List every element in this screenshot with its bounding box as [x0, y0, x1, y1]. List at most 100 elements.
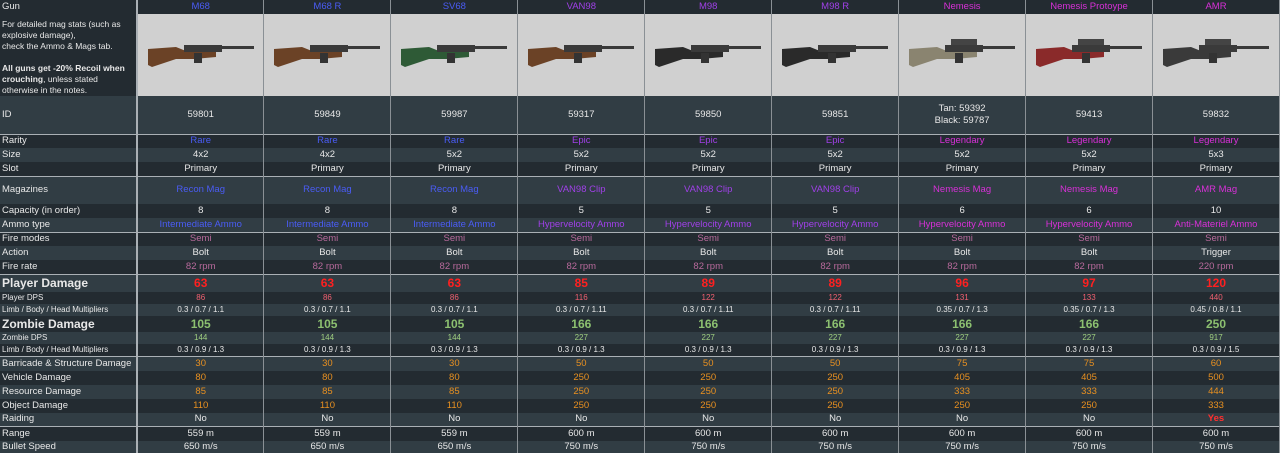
cell-pdps: 122 [644, 292, 773, 304]
obj-value: 250 [954, 399, 971, 411]
cell-res: 250 [771, 384, 900, 399]
gun-name: SV68 [390, 0, 519, 14]
pdmg-value: 63 [194, 276, 208, 291]
rate-value: 82 rpm [947, 260, 977, 272]
cell-slot: Primary [771, 162, 900, 176]
cell-res: 250 [517, 384, 646, 399]
fire-value: Semi [951, 233, 973, 245]
rate-value: 220 rpm [1198, 260, 1234, 272]
cell-rarity: Epic [517, 133, 646, 148]
mag-value: Recon Mag [430, 184, 479, 196]
cell-pmult: 0.35 / 0.7 / 1.3 [898, 304, 1027, 316]
row-zdmg: Zombie Damage 105 105 105 166 166 166 166 166 250 [0, 316, 1280, 332]
cell-zdmg: 166 [898, 316, 1027, 332]
raid-value: No [956, 413, 969, 425]
cell-action: Bolt [771, 246, 900, 260]
cell-rate: 82 rpm [771, 260, 900, 274]
fire-value: Semi [697, 233, 720, 245]
cell-action: Bolt [137, 246, 265, 260]
res-value: 333 [954, 385, 971, 397]
cell-raid: No [263, 412, 392, 427]
row-label: Fire modes [0, 231, 138, 246]
cell-fire: Semi [1025, 231, 1153, 246]
zdps-value: 227 [955, 333, 969, 342]
cell-range: 600 m [644, 426, 773, 441]
cell-id: 59317 [517, 96, 646, 134]
rarity-value: Legendary [939, 135, 985, 147]
id-value: 59832 [1202, 108, 1230, 120]
zdmg-value: 166 [698, 317, 719, 331]
cell-slot: Primary [898, 162, 1027, 176]
row-id: ID 59801 59849 59987 59317 59850 59851 Tan: 593… [0, 96, 1280, 134]
cell-slot: Primary [1025, 162, 1153, 176]
fire-value: Semi [1205, 233, 1227, 245]
action-value: Bolt [192, 247, 209, 258]
ammo-value: Intermediate Ammo [286, 218, 369, 230]
cell-mag: Nemesis Mag [1025, 175, 1153, 204]
cell-size: 5x2 [644, 148, 773, 162]
id2-value: Black: 59787 [934, 114, 990, 126]
pmult-value: 0.3 / 0.7 / 1.1 [304, 305, 351, 314]
slot-value: Primary [691, 162, 725, 174]
pdmg-value: 89 [701, 276, 715, 291]
range-value: 600 m [695, 427, 722, 439]
gun-image [390, 14, 519, 96]
cell-size: 5x2 [517, 148, 646, 162]
cell-id: 59987 [390, 96, 519, 134]
fire-value: Semi [570, 233, 593, 245]
res-value: 250 [700, 385, 717, 397]
obj-value: 110 [446, 399, 462, 411]
cell-pdmg: 63 [263, 273, 392, 292]
cell-rarity: Legendary [1152, 133, 1280, 148]
row-action: Action Bolt Bolt Bolt Bolt Bolt Bolt Bolt Bolt Tr… [0, 246, 1280, 260]
cell-veh: 80 [263, 370, 392, 385]
barr-value: 50 [702, 357, 714, 369]
cell-fire: Semi [390, 231, 519, 246]
zmult-value: 0.3 / 0.9 / 1.3 [430, 345, 478, 354]
cell-veh: 250 [771, 370, 900, 385]
pdps-value: 122 [828, 293, 842, 302]
cell-rate: 82 rpm [1025, 260, 1153, 274]
cell-veh: 250 [644, 370, 773, 385]
cell-id: Tan: 59392 Black: 59787 [898, 96, 1027, 134]
pdps-value: 86 [322, 293, 332, 302]
header-label: Gun [0, 0, 138, 14]
cell-mag: Recon Mag [390, 175, 519, 204]
rifle-icon [655, 45, 762, 67]
zdmg-value: 250 [1205, 317, 1227, 331]
speed-value: 650 m/s [310, 440, 345, 452]
cell-rate: 82 rpm [390, 260, 519, 274]
veh-value: 250 [827, 371, 844, 383]
cell-mag: Nemesis Mag [898, 175, 1027, 204]
row-pdmg: Player Damage 63 63 63 85 89 89 96 97 120 [0, 273, 1280, 292]
pdps-value: 122 [701, 293, 715, 302]
zmult-value: 0.3 / 0.9 / 1.3 [304, 345, 351, 354]
cell-raid: No [644, 412, 773, 427]
cell-zdps: 144 [390, 332, 519, 344]
cell-pmult: 0.45 / 0.8 / 1.1 [1152, 304, 1280, 316]
cell-barr: 30 [390, 356, 519, 371]
row-pdps: Player DPS 86 86 86 116 122 122 131 133 440 [0, 292, 1280, 304]
cell-action: Bolt [644, 246, 773, 260]
raid-value: No [194, 413, 207, 425]
row-label: Resource Damage [0, 384, 138, 399]
cell-cap: 8 [390, 204, 519, 218]
cap-value: 8 [198, 205, 204, 216]
cell-pmult: 0.35 / 0.7 / 1.3 [1025, 304, 1153, 316]
action-value: Bolt [446, 247, 463, 258]
obj-value: 250 [1081, 399, 1097, 411]
cell-pdps: 440 [1152, 292, 1280, 304]
cell-mag: VAN98 Clip [644, 175, 773, 204]
gun-name: M98 R [771, 0, 900, 14]
cell-pdps: 86 [137, 292, 265, 304]
rifle-icon [147, 45, 254, 67]
rarity-value: Epic [572, 135, 591, 147]
gun-image [137, 14, 265, 96]
rate-value: 82 rpm [566, 260, 597, 272]
speed-value: 750 m/s [818, 440, 853, 452]
row-label: Player Damage [0, 273, 138, 292]
row-label: Capacity (in order) [0, 204, 138, 218]
cell-veh: 405 [898, 370, 1027, 385]
cell-speed: 750 m/s [771, 440, 900, 453]
cell-rarity: Rare [263, 133, 392, 148]
